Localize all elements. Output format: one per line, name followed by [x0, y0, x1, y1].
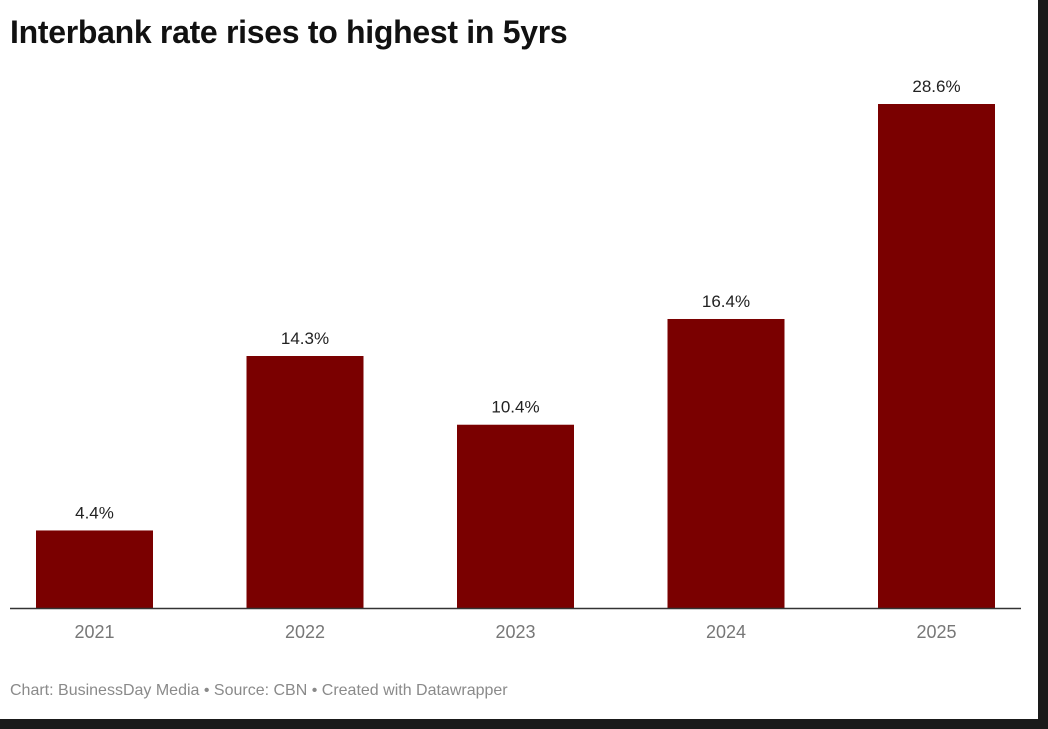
data-label-2023: 10.4% [491, 398, 539, 417]
x-tick-2024: 2024 [706, 622, 746, 642]
bar-2025 [878, 104, 995, 608]
x-tick-2022: 2022 [285, 622, 325, 642]
chart-title: Interbank rate rises to highest in 5yrs [10, 14, 568, 50]
data-label-2025: 28.6% [912, 77, 960, 96]
data-label-2024: 16.4% [702, 292, 750, 311]
x-tick-2021: 2021 [74, 622, 114, 642]
bar-2023 [457, 424, 574, 608]
x-tick-2025: 2025 [916, 622, 956, 642]
chart-card: Interbank rate rises to highest in 5yrs … [0, 0, 1038, 719]
bar-2022 [246, 356, 364, 608]
data-label-2021: 4.4% [75, 503, 114, 522]
bar-chart: 4.4% 2021 14.3% 2022 10.4% 2023 16.4% 2024 28.6%… [10, 77, 1021, 642]
bar-2024 [667, 318, 785, 608]
bar-2021 [36, 530, 153, 608]
data-label-2022: 14.3% [281, 329, 329, 348]
x-tick-2023: 2023 [495, 622, 535, 642]
chart-footer: Chart: BusinessDay Media • Source: CBN •… [10, 682, 508, 699]
